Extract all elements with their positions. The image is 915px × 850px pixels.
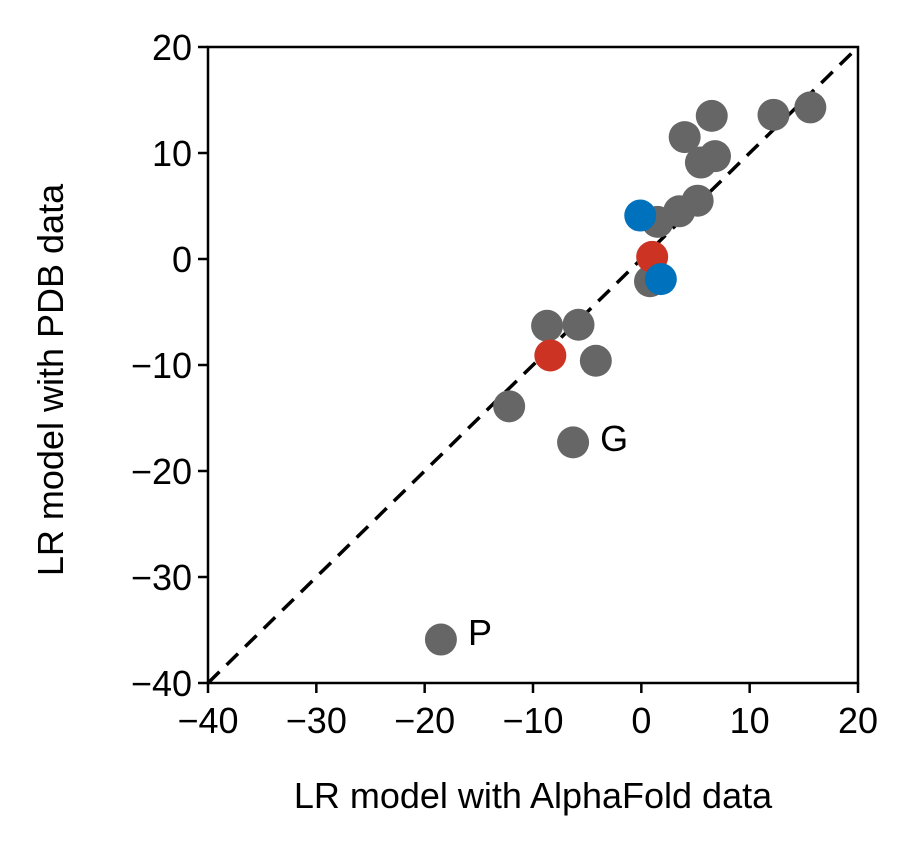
x-tick-label: −20 bbox=[394, 700, 455, 741]
data-point bbox=[531, 309, 564, 342]
data-point bbox=[757, 98, 790, 131]
y-tick-label: −10 bbox=[131, 345, 192, 386]
y-tick-label: −40 bbox=[131, 663, 192, 704]
diagonal-reference-line bbox=[206, 45, 860, 685]
point-annotation: G bbox=[600, 418, 628, 459]
data-point bbox=[699, 140, 731, 173]
data-point bbox=[794, 91, 827, 124]
data-point bbox=[493, 390, 526, 423]
annotations-layer: GP bbox=[468, 418, 628, 653]
x-axis-label: LR model with AlphaFold data bbox=[294, 775, 773, 816]
x-tick-label: 20 bbox=[838, 700, 878, 741]
points-layer bbox=[424, 91, 827, 656]
x-tick-label: −40 bbox=[177, 700, 238, 741]
y-tick-label: 20 bbox=[152, 27, 192, 68]
y-tick-label: −20 bbox=[131, 451, 192, 492]
data-point bbox=[557, 426, 590, 459]
data-point bbox=[668, 121, 701, 154]
point-annotation: P bbox=[468, 612, 492, 653]
x-tick-label: 0 bbox=[631, 700, 651, 741]
data-point bbox=[534, 339, 567, 372]
y-axis: −40 −30 −20 −10 0 10 20 bbox=[131, 27, 208, 704]
data-point bbox=[424, 623, 457, 656]
x-tick-label: −10 bbox=[502, 700, 563, 741]
data-point bbox=[695, 99, 728, 132]
data-point bbox=[624, 199, 657, 232]
data-point bbox=[681, 184, 714, 217]
x-tick-label: 10 bbox=[730, 700, 770, 741]
data-point bbox=[644, 263, 677, 296]
x-tick-label: −30 bbox=[286, 700, 347, 741]
reference-line-layer bbox=[206, 45, 860, 685]
y-tick-label: −30 bbox=[131, 557, 192, 598]
data-point bbox=[562, 308, 595, 341]
y-tick-label: 10 bbox=[152, 133, 192, 174]
y-axis-label: LR model with PDB data bbox=[30, 183, 71, 576]
y-tick-label: 0 bbox=[172, 239, 192, 280]
data-point bbox=[579, 344, 612, 377]
x-axis: −40 −30 −20 −10 0 10 20 bbox=[177, 683, 878, 741]
